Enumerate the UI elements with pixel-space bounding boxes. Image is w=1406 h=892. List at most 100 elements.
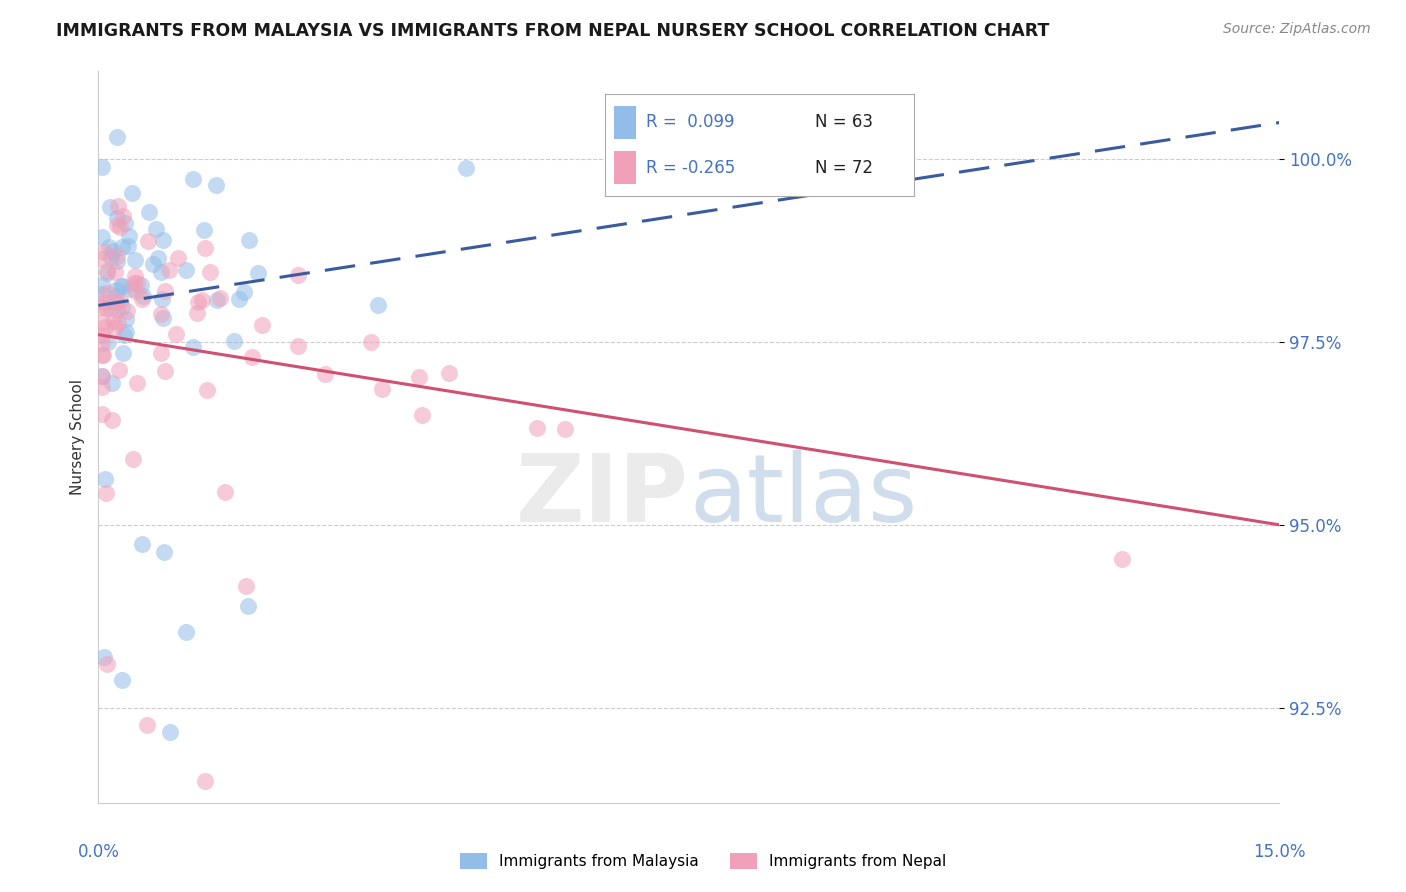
Point <box>205 178 228 193</box>
Point <box>93 294 115 309</box>
Text: R =  0.099: R = 0.099 <box>647 113 735 131</box>
Point <box>91 368 114 383</box>
Point <box>131 537 153 551</box>
Point <box>105 303 128 318</box>
Point <box>91 315 114 329</box>
Point <box>454 161 477 176</box>
Point <box>96 285 118 300</box>
Point <box>235 579 257 593</box>
Point <box>107 316 129 330</box>
Legend: Immigrants from Malaysia, Immigrants from Nepal: Immigrants from Malaysia, Immigrants fro… <box>453 847 953 875</box>
Point <box>165 327 187 342</box>
Point <box>124 268 146 283</box>
Point <box>108 362 131 376</box>
Point <box>153 284 176 298</box>
Point <box>233 285 256 299</box>
Point <box>91 407 114 421</box>
Point <box>159 724 181 739</box>
Point <box>105 249 128 263</box>
Point <box>117 304 139 318</box>
Text: 0.0%: 0.0% <box>77 843 120 861</box>
Point <box>114 312 136 326</box>
Point <box>91 160 114 174</box>
Text: 15.0%: 15.0% <box>1253 843 1306 861</box>
Point <box>209 291 232 305</box>
Point <box>247 266 270 280</box>
Point <box>91 277 114 292</box>
Point <box>411 408 433 422</box>
Point <box>105 289 128 303</box>
Point <box>114 325 136 339</box>
Point <box>370 382 392 396</box>
Point <box>91 229 114 244</box>
Text: Source: ZipAtlas.com: Source: ZipAtlas.com <box>1223 22 1371 37</box>
Point <box>91 348 114 362</box>
Point <box>240 350 263 364</box>
Point <box>91 369 114 384</box>
Point <box>181 172 204 186</box>
Point <box>105 211 128 225</box>
Point <box>100 250 122 264</box>
Y-axis label: Nursery School: Nursery School <box>69 379 84 495</box>
Point <box>91 328 114 343</box>
Point <box>152 233 174 247</box>
Point <box>287 268 309 282</box>
Point <box>105 219 128 233</box>
Point <box>193 241 215 255</box>
Point <box>118 228 141 243</box>
Point <box>104 283 127 297</box>
Point <box>94 301 117 315</box>
Point <box>94 320 117 334</box>
Point <box>96 266 118 280</box>
Point <box>132 288 155 302</box>
Point <box>437 366 460 380</box>
Point <box>101 376 124 390</box>
Point <box>159 262 181 277</box>
Point <box>174 625 197 640</box>
Point <box>110 278 132 293</box>
Point <box>122 451 145 466</box>
Point <box>174 262 197 277</box>
Bar <box>614 151 636 184</box>
Point <box>112 279 135 293</box>
Point <box>367 298 389 312</box>
Point <box>93 244 115 259</box>
Point <box>138 205 160 219</box>
Text: N = 72: N = 72 <box>815 159 873 177</box>
Text: N = 63: N = 63 <box>815 113 873 131</box>
Point <box>228 293 250 307</box>
Point <box>100 413 122 427</box>
Point <box>187 294 209 309</box>
Point <box>108 293 131 308</box>
Point <box>114 216 136 230</box>
Point <box>94 472 117 486</box>
Text: IMMIGRANTS FROM MALAYSIA VS IMMIGRANTS FROM NEPAL NURSERY SCHOOL CORRELATION CHA: IMMIGRANTS FROM MALAYSIA VS IMMIGRANTS F… <box>56 22 1050 40</box>
Point <box>207 293 229 307</box>
Bar <box>614 106 636 139</box>
Point <box>526 421 548 435</box>
Point <box>186 306 208 320</box>
Point <box>150 292 173 306</box>
Point <box>111 346 134 360</box>
Point <box>125 284 148 298</box>
Point <box>93 348 115 362</box>
Point <box>105 129 128 144</box>
Point <box>195 383 218 397</box>
Point <box>107 199 129 213</box>
Point <box>91 252 114 266</box>
Point <box>91 380 114 394</box>
Point <box>91 335 114 350</box>
Point <box>111 209 134 223</box>
Point <box>554 422 576 436</box>
Point <box>111 240 134 254</box>
Point <box>111 673 134 688</box>
Point <box>131 292 153 306</box>
Point <box>105 254 128 268</box>
Point <box>238 233 260 247</box>
Point <box>124 252 146 267</box>
Point <box>100 301 122 316</box>
Point <box>97 240 120 254</box>
Point <box>118 282 141 296</box>
Point <box>287 339 309 353</box>
Point <box>145 222 167 236</box>
